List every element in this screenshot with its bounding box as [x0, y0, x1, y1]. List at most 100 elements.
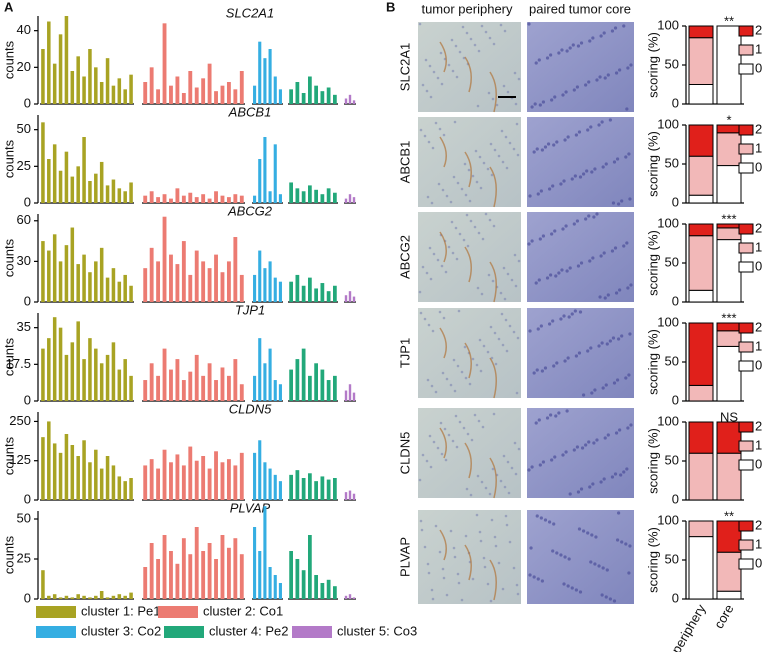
cell-dot: [624, 376, 628, 380]
count-bar: [320, 194, 325, 203]
cell-dot: [613, 246, 618, 250]
cell-dot: [491, 279, 495, 283]
count-bar: [188, 371, 193, 401]
cell-dot: [473, 225, 477, 229]
count-bar: [169, 551, 173, 599]
cell-dot: [478, 155, 482, 159]
cell-dot: [445, 377, 449, 381]
vessel: [439, 231, 447, 263]
cell-dot: [543, 145, 548, 149]
cell-dot: [579, 487, 584, 491]
cell-dot: [568, 46, 572, 50]
count-bar: [207, 543, 212, 599]
count-bar: [220, 535, 225, 599]
count-bar: [149, 459, 154, 500]
score-segment: [716, 132, 742, 167]
cell-dot: [545, 56, 550, 60]
count-bar: [94, 67, 98, 104]
cell-dot: [622, 244, 626, 248]
cell-dot: [622, 470, 626, 474]
cell-dot: [602, 31, 606, 35]
cell-dot: [628, 544, 632, 548]
count-bar: [82, 359, 86, 401]
cell-dot: [562, 314, 566, 318]
cell-dot: [447, 245, 451, 249]
cell-dot: [626, 426, 630, 430]
cell-dot: [527, 468, 531, 472]
cell-dot: [591, 256, 595, 260]
count-bar: [111, 268, 116, 302]
cell-dot: [501, 160, 505, 164]
cell-dot: [605, 568, 609, 572]
count-bar: [278, 89, 282, 104]
core-image: [527, 117, 634, 207]
y-tick-label: 50: [17, 121, 31, 136]
cell-dot: [572, 448, 576, 452]
count-bar: [207, 63, 212, 104]
count-bar: [207, 468, 212, 500]
count-bar: [70, 71, 75, 104]
count-bar: [188, 274, 193, 302]
count-bar: [220, 272, 225, 302]
cell-dot: [454, 226, 458, 230]
cell-dot: [620, 334, 624, 338]
cell-dot: [455, 257, 459, 261]
count-bar: [263, 268, 267, 302]
cell-dot: [489, 325, 493, 329]
cell-dot: [627, 571, 631, 575]
cell-dot: [479, 369, 483, 373]
count-bar: [94, 449, 98, 500]
cell-dot: [429, 277, 433, 281]
y-tick-label: 50: [665, 353, 679, 368]
count-bar: [76, 321, 80, 401]
count-bar: [301, 285, 306, 302]
cell-dot: [478, 338, 482, 342]
y-tick-label: 25: [17, 158, 31, 173]
cell-dot: [467, 168, 471, 172]
score-segment: [688, 223, 714, 237]
cell-dot: [432, 70, 436, 74]
vessel: [489, 166, 497, 208]
count-bar: [64, 434, 69, 500]
cell-dot: [460, 598, 464, 602]
count-bar: [220, 462, 225, 500]
legend-label: 2: [755, 517, 762, 532]
cell-dot: [600, 120, 604, 124]
count-bar: [41, 348, 45, 401]
cell-dot: [614, 431, 619, 435]
count-bar: [308, 277, 312, 302]
count-bar: [64, 245, 69, 302]
count-bar: [99, 161, 104, 203]
count-bar: [181, 241, 186, 302]
legend-swatch: [164, 626, 204, 638]
legend-swatch: [738, 341, 754, 353]
cell-dot: [537, 418, 541, 422]
cell-dot: [426, 195, 430, 199]
cell-dot: [532, 371, 536, 375]
cell-dot: [503, 485, 507, 489]
cell-dot: [438, 127, 442, 131]
y-tick-label: 0: [672, 491, 679, 506]
count-bar: [82, 595, 86, 599]
cell-dot: [419, 128, 423, 132]
cell-dot: [528, 573, 532, 577]
cell-dot: [570, 586, 574, 590]
count-bar: [220, 85, 225, 104]
count-bar: [64, 16, 69, 104]
legend-label: 0: [755, 555, 762, 570]
count-bar: [123, 481, 127, 500]
y-tick-label: 100: [657, 17, 679, 32]
cell-dot: [587, 214, 591, 218]
cell-dot: [626, 286, 630, 290]
cell-dot: [581, 529, 586, 533]
count-bar: [99, 468, 104, 500]
cell-dot: [462, 238, 466, 242]
cell-dot: [480, 24, 484, 28]
count-bar: [82, 440, 86, 500]
count-bar: [41, 437, 45, 500]
cell-dot: [537, 278, 541, 282]
count-bar: [320, 583, 325, 599]
count-bar: [308, 185, 312, 203]
count-bar: [149, 363, 154, 401]
cell-dot: [597, 564, 601, 568]
